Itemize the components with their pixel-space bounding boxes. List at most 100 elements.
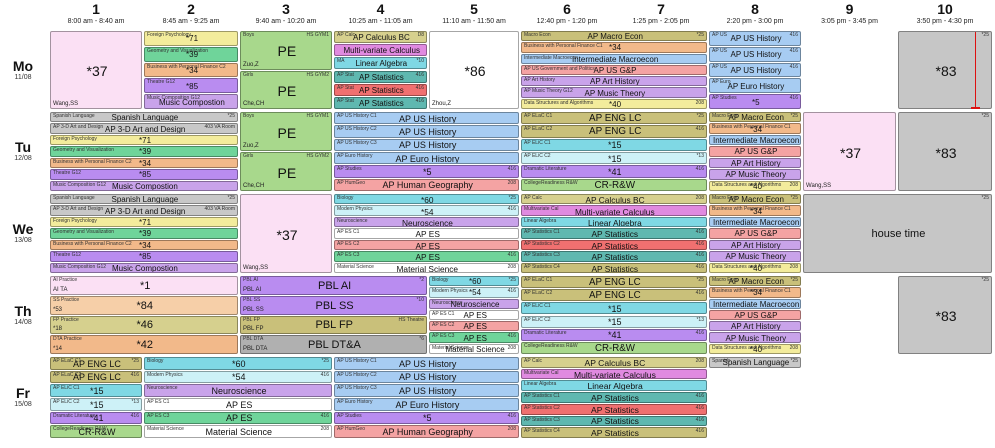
class-cell[interactable]: *15 AP ELiC C2 *13 (521, 152, 707, 165)
class-cell[interactable]: AP Statistics AP Statistics C4 416 (521, 427, 707, 438)
class-cell[interactable]: Intermediate Macroecon (709, 298, 801, 309)
class-cell[interactable]: Intermediate Macroecon (709, 216, 801, 228)
class-cell[interactable]: Material Science Material Science 208 (429, 343, 519, 354)
class-cell[interactable]: AP Statistics AP Statistics C3 416 (521, 251, 707, 262)
class-cell[interactable]: Neuroscience Neuroscience (144, 384, 332, 397)
class-cell[interactable]: AP US History AP US History C3 (334, 384, 519, 397)
class-cell[interactable]: *37 Wang,SS (240, 194, 332, 273)
class-cell[interactable]: *86 Zhou,Z (429, 31, 519, 109)
class-cell[interactable]: AP Statistics AP Statistics C1 416 (521, 228, 707, 239)
class-cell[interactable]: AP Euro History AP Euro (709, 78, 801, 94)
class-cell[interactable]: *85 Theatre G12 (50, 169, 238, 180)
class-cell[interactable]: *71 Foreign Psychology (144, 31, 238, 46)
class-cell[interactable]: Multi-variate Calculus (334, 44, 427, 57)
class-cell[interactable]: AP Music Theory (709, 169, 801, 180)
class-cell[interactable]: *15 AP ELiC C2 *13 (50, 398, 142, 411)
class-cell[interactable]: *39 Geometry and Visualization (144, 46, 238, 62)
class-cell[interactable]: house time *25 (803, 194, 992, 273)
class-cell[interactable]: AP ES AP ES C1 (334, 228, 519, 239)
class-cell[interactable]: AP ENG LC AP ELaC C1 *25 (521, 276, 707, 289)
class-cell[interactable]: AP US G&P (709, 309, 801, 321)
class-cell[interactable]: AP 3-D Art and Design AP 3-D Art and Desi… (50, 123, 238, 134)
class-cell[interactable]: *46 FP Practice *18 (50, 315, 238, 335)
class-cell[interactable]: AP ES AP ES C3 416 (334, 251, 519, 262)
class-cell[interactable]: Linear Algebra Linear Algebra (521, 380, 707, 392)
class-cell[interactable]: PE Girls HS GYM2 Che,CH (240, 152, 332, 191)
class-cell[interactable]: AP ES AP ES C2 (429, 321, 519, 332)
class-cell[interactable]: AP Macro Econ Macro Econ *25 (709, 112, 801, 123)
class-cell[interactable]: Spanish Language Spanish *25 (709, 357, 801, 368)
class-cell[interactable]: AP Calculus BC AP Calc 208 (521, 194, 707, 205)
class-cell[interactable]: AP Statistics AP Statistics C3 416 (521, 415, 707, 427)
class-cell[interactable]: *54 Modern Physics 416 (429, 287, 519, 298)
class-cell[interactable]: *34 Business with Personal Finance C2 (144, 62, 238, 78)
class-cell[interactable]: *83 *25 (898, 276, 992, 354)
class-cell[interactable]: *40 Data Structures and Algorithms 208 (709, 262, 801, 273)
class-cell[interactable]: AP ENG LC AP ELaC C1 *25 (521, 112, 707, 125)
class-cell[interactable]: Music Compostion Music Composition G12 (144, 94, 238, 109)
class-cell[interactable]: AP Statistics AP Stat 416 (334, 83, 427, 96)
class-cell[interactable]: AP Macro Econ Macro Econ *25 (709, 276, 801, 287)
class-cell[interactable]: *83 *25 (898, 31, 992, 109)
class-cell[interactable]: *71 Foreign Psychology (50, 216, 238, 228)
class-cell[interactable]: Multi-variate Calculus Multivariate Cal (521, 205, 707, 216)
class-cell[interactable]: AP Calculus BC AP Calc 208 (521, 357, 707, 368)
class-cell[interactable]: PE Boys HS GYM1 Zuo,Z (240, 112, 332, 151)
class-cell[interactable]: AP US G&P AP US Government and Politics (521, 64, 707, 76)
class-cell[interactable]: *34 Business with Personal Finance C2 (50, 157, 238, 169)
class-cell[interactable]: AP ES AP ES C3 416 (429, 332, 519, 343)
class-cell[interactable]: *5 AP Studies 416 (334, 165, 519, 178)
class-cell[interactable]: AP Music Theory (709, 332, 801, 343)
class-cell[interactable]: AP US G&P (709, 228, 801, 239)
class-cell[interactable]: *54 Modern Physics 416 (144, 370, 332, 384)
class-cell[interactable]: AP US History AP US 416 (709, 31, 801, 46)
class-cell[interactable]: AP ES AP ES C3 416 (144, 411, 332, 425)
class-cell[interactable]: *15 AP ELiC C1 (521, 138, 707, 151)
class-cell[interactable]: *40 Data Structures and Algorithms 208 (521, 98, 707, 109)
class-cell[interactable]: AP US History AP US 416 (709, 62, 801, 78)
class-cell[interactable]: Music Compostion Music Composition G12 (50, 262, 238, 273)
class-cell[interactable]: *37 Wang,SS (803, 112, 896, 191)
class-cell[interactable]: *60 Biology *25 (429, 276, 519, 287)
class-cell[interactable]: *41 Dramatic Literature 416 (521, 328, 707, 341)
class-cell[interactable]: AP 3-D Art and Design AP 3-D Art and Desi… (50, 205, 238, 216)
class-cell[interactable]: *60 Biology *25 (334, 194, 519, 205)
class-cell[interactable]: AP Human Geography AP HumGeo 208 (334, 425, 519, 438)
class-cell[interactable]: AP US G&P (709, 146, 801, 157)
class-cell[interactable]: AP Macro Econ Macro Econ *25 (709, 194, 801, 205)
class-cell[interactable]: *5 AP Studies 416 (709, 94, 801, 109)
class-cell[interactable]: *42 DTA Practice *14 (50, 335, 238, 354)
class-cell[interactable]: *40 Data Structures and Algorithms 208 (709, 343, 801, 354)
class-cell[interactable]: *34 Business with Personal Finance C1 (709, 123, 801, 134)
class-cell[interactable]: Linear Algebra MA *10 (334, 57, 427, 70)
class-cell[interactable]: *39 Geometry and Visualization (50, 146, 238, 157)
class-cell[interactable]: AP Art History (709, 321, 801, 332)
class-cell[interactable]: *34 Business with Personal Finance C2 (50, 239, 238, 251)
class-cell[interactable]: Linear Algebra Linear Algebra (521, 216, 707, 228)
class-cell[interactable]: Music Compostion Music Composition G12 (50, 180, 238, 191)
class-cell[interactable]: AP US History AP US 416 (709, 46, 801, 62)
class-cell[interactable]: AP Euro History AP Euro History (334, 398, 519, 411)
class-cell[interactable]: CR-R&W CollegeReadiness R&W (521, 178, 707, 191)
class-cell[interactable]: Neuroscience Neuroscience (429, 298, 519, 309)
class-cell[interactable]: AP Calculus BC AP Calc D8 (334, 31, 427, 44)
class-cell[interactable]: *34 Business with Personal Finance C1 (521, 42, 707, 53)
class-cell[interactable]: AP ES AP ES C1 (144, 398, 332, 411)
class-cell[interactable]: *54 Modern Physics 416 (334, 205, 519, 216)
class-cell[interactable]: CR-R&W CollegeReadiness R&W (50, 425, 142, 438)
class-cell[interactable]: AP ES AP ES C1 (429, 309, 519, 321)
class-cell[interactable]: Spanish Language Spanish Language *25 (50, 112, 238, 123)
class-cell[interactable]: AP US History AP US History C1 (334, 112, 519, 125)
class-cell[interactable]: *5 AP Studies 416 (334, 411, 519, 425)
class-cell[interactable]: PBL AI PBL AI *2 PBL AI (240, 276, 427, 295)
class-cell[interactable]: AP Statistics AP Statistics C2 416 (521, 239, 707, 251)
class-cell[interactable]: *37 Wang,SS (50, 31, 142, 109)
class-cell[interactable]: *71 Foreign Psychology (50, 134, 238, 146)
class-cell[interactable]: *60 Biology *25 (144, 357, 332, 370)
class-cell[interactable]: Material Science Material Science 208 (334, 262, 519, 273)
class-cell[interactable]: *34 Business with Personal Finance C1 (709, 205, 801, 216)
class-cell[interactable]: AP ENG LC AP ELaC C2 416 (521, 289, 707, 302)
class-cell[interactable]: Multi-variate Calculus Multivariate Cal (521, 368, 707, 380)
class-cell[interactable]: AP ES AP ES C2 (334, 239, 519, 251)
class-cell[interactable]: AP US History AP US History C2 (334, 370, 519, 384)
